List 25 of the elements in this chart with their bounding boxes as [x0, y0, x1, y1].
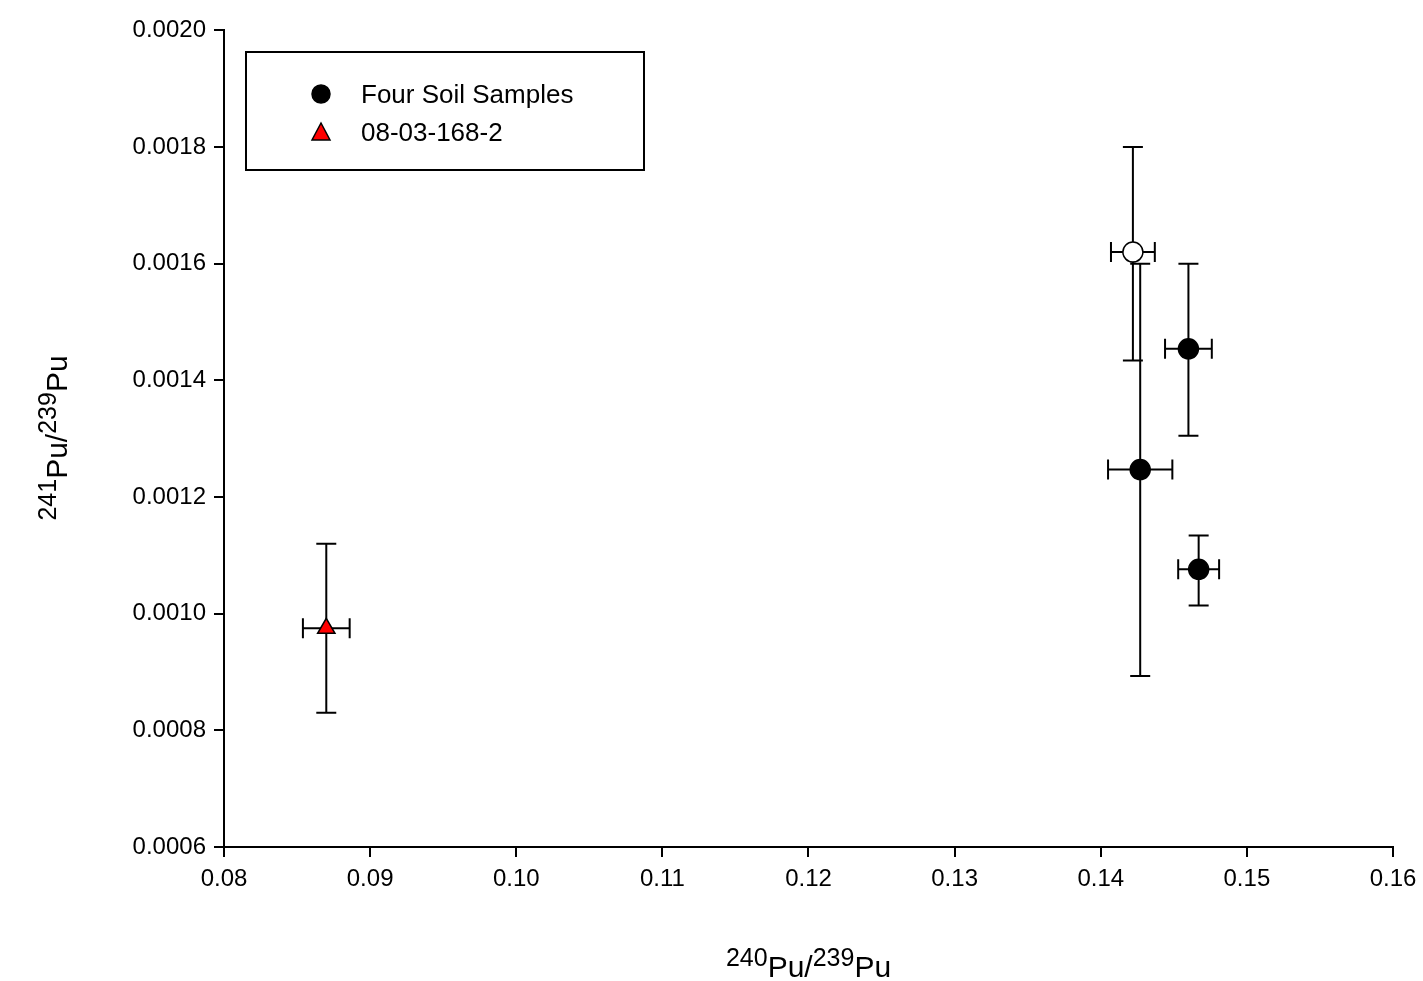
y-tick-label: 0.0018: [132, 131, 206, 159]
x-tick-label: 0.08: [200, 864, 248, 892]
x-tick-label: 0.11: [639, 864, 685, 892]
x-tick-label: 0.12: [785, 864, 832, 892]
point: [1129, 458, 1151, 481]
point: [1177, 338, 1200, 360]
point: [316, 617, 336, 635]
legend-label: Four Soil Samples: [361, 78, 574, 110]
x-tick-label: 0.16: [1369, 864, 1417, 892]
point: [1122, 241, 1144, 263]
x-tick-label: 0.15: [1223, 864, 1271, 892]
y-tick-label: 0.0006: [132, 831, 206, 859]
legend-label: 08-03-168-2: [361, 116, 503, 148]
point: [1187, 558, 1210, 581]
x-tick-label: 0.14: [1077, 864, 1125, 892]
x-tick-label: 0.09: [346, 864, 394, 892]
x-tick-label: 0.10: [492, 864, 540, 892]
y-tick-label: 0.0008: [132, 714, 206, 742]
y-tick-label: 0.0012: [132, 481, 206, 509]
x-axis-title: $^{240}$Pu/$^{239}$Pu: [724, 943, 893, 981]
y-tick-label: 0.0010: [132, 598, 206, 626]
y-tick-label: 0.0016: [132, 248, 206, 276]
y-tick-label: 0.0020: [132, 15, 206, 43]
x-tick-label: 0.13: [931, 864, 978, 892]
y-tick-label: 0.0014: [132, 365, 206, 392]
